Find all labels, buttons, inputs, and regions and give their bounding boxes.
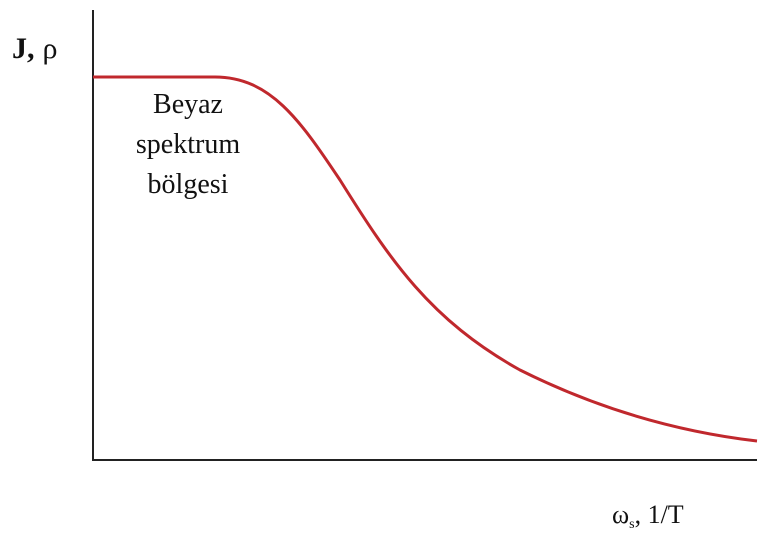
y-label: J, ρ [12, 32, 57, 65]
x-label-subscript: s [629, 517, 634, 532]
x-label-symbol: ω [612, 500, 629, 529]
y-label-rest: ρ [43, 32, 58, 65]
x-label: ωs, 1/T [612, 500, 684, 532]
y-label-symbol: J, [12, 32, 35, 65]
x-label-rest: , 1/T [635, 500, 684, 529]
annotation-line: Beyaz [153, 89, 223, 120]
curve [93, 75, 758, 443]
annotation-line: bölgesi [148, 169, 229, 200]
annotation-line: spektrum [136, 129, 240, 160]
